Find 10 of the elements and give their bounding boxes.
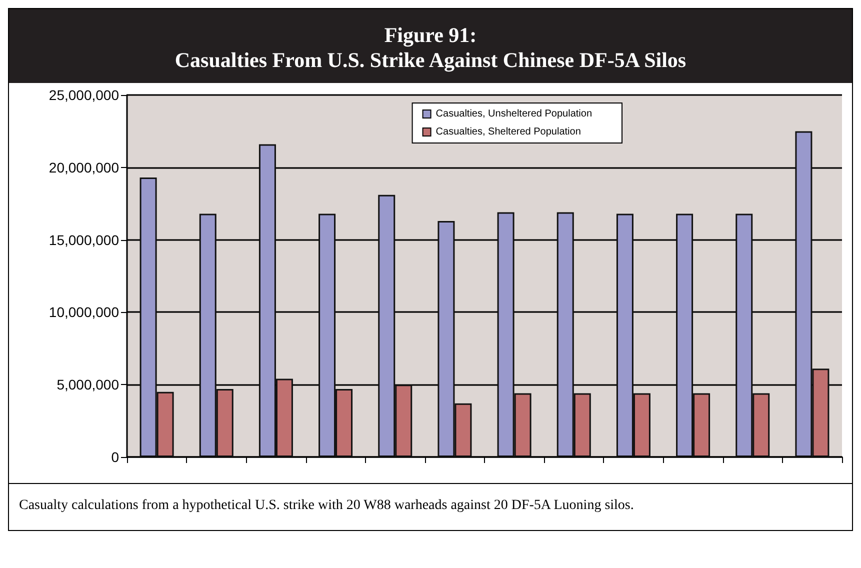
y-tick-label: 20,000,000: [48, 159, 120, 176]
chart-title: Figure 91: Casualties From U.S. Strike Against Chinese DF-5A Silos: [9, 9, 852, 83]
y-tick-label: 5,000,000: [56, 376, 120, 393]
y-tick-label: 25,000,000: [48, 87, 120, 103]
y-tick-label: 0: [111, 449, 120, 465]
legend-label: Casualties, Sheltered Population: [436, 126, 581, 138]
text: Casualty calculations from a hypothetical U.S. strike with 20 W88 warheads against 20 DF-5A Luoning silos.: [18, 497, 635, 515]
y-tick-label: 15,000,000: [48, 232, 120, 248]
y-tick-label: 10,000,000: [48, 304, 120, 320]
legend-label: Casualties, Unsheltered Population: [436, 108, 592, 120]
